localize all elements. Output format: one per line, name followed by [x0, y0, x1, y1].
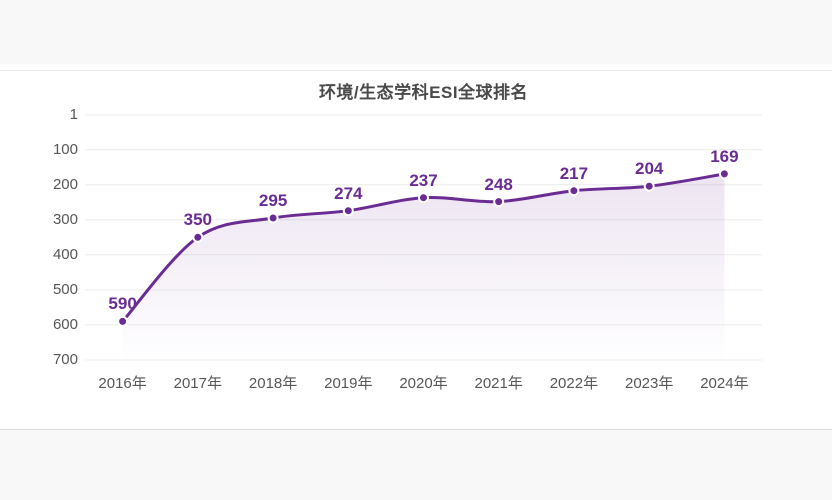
data-point-marker[interactable]: [267, 212, 279, 224]
data-point-marker[interactable]: [117, 315, 129, 327]
data-point-marker[interactable]: [418, 192, 429, 204]
chart-title: 环境/生态学科ESI全球排名: [318, 83, 529, 102]
data-point-marker[interactable]: [643, 180, 655, 192]
data-point-marker[interactable]: [192, 231, 204, 243]
data-point-marker[interactable]: [342, 205, 354, 217]
data-point-marker[interactable]: [568, 185, 580, 197]
chart-card-bottom-border: [0, 429, 832, 430]
chart-card-top-border: [0, 70, 832, 71]
page-bottom-strip: [0, 430, 832, 500]
data-point-marker[interactable]: [718, 168, 730, 180]
data-point-marker[interactable]: [493, 196, 505, 208]
page-top-strip: [0, 0, 832, 64]
